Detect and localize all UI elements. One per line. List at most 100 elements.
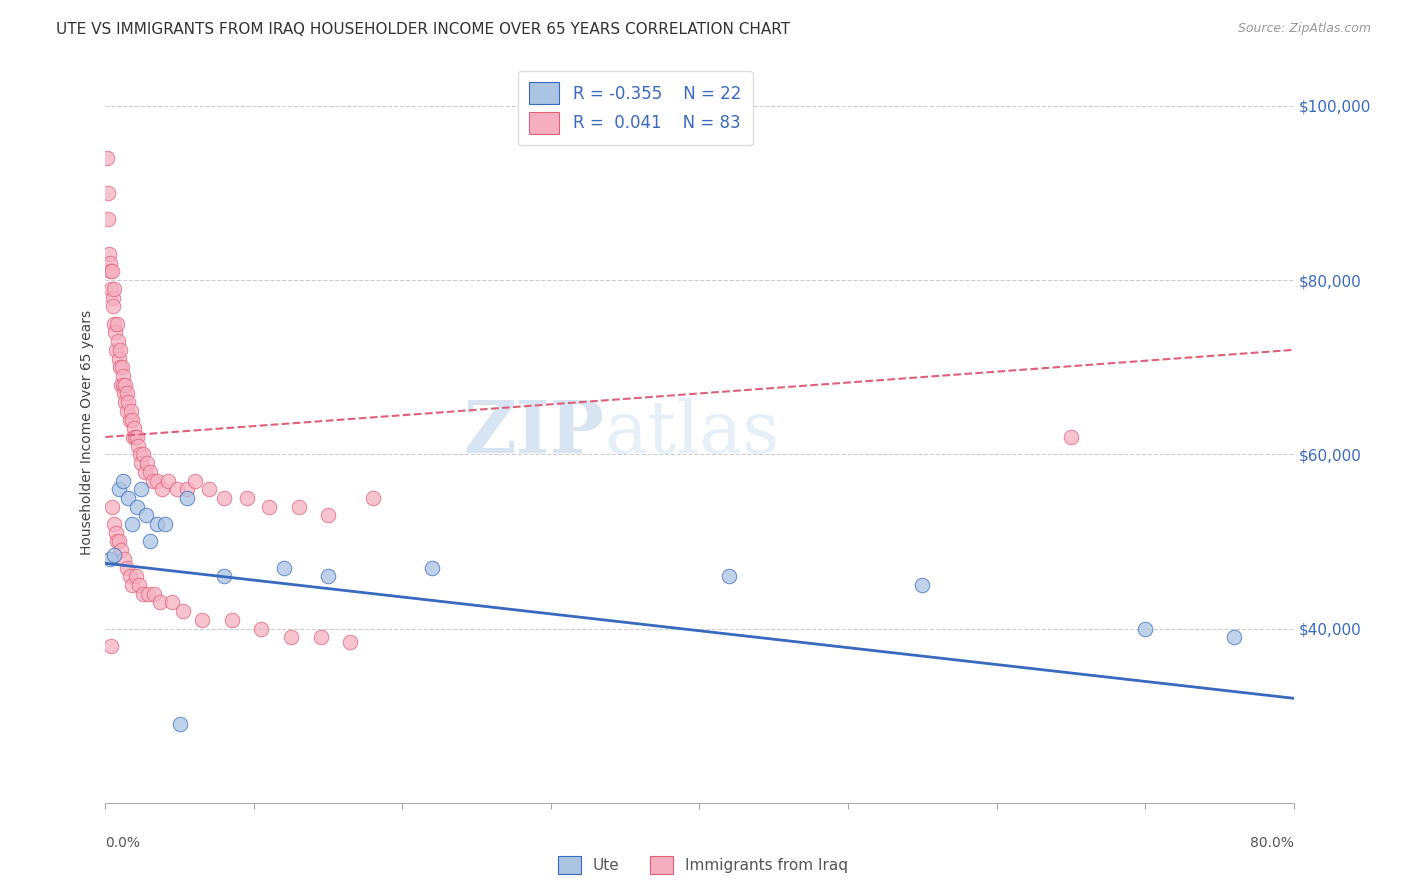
Point — [339, 634, 361, 648]
Point — [121, 578, 143, 592]
Point — [125, 569, 148, 583]
Point — [112, 474, 135, 488]
Point — [257, 500, 280, 514]
Point — [146, 474, 169, 488]
Point — [911, 578, 934, 592]
Point — [120, 404, 142, 418]
Point — [97, 212, 120, 227]
Point — [110, 360, 132, 375]
Point — [146, 517, 169, 532]
Point — [176, 491, 198, 505]
Point — [1223, 630, 1246, 644]
Point — [132, 447, 155, 461]
Point — [98, 264, 121, 278]
Point — [309, 630, 332, 644]
Point — [107, 351, 129, 366]
Point — [125, 430, 148, 444]
Point — [150, 482, 173, 496]
Point — [122, 421, 145, 435]
Point — [96, 151, 118, 165]
Point — [198, 482, 221, 496]
Point — [191, 613, 214, 627]
Point — [129, 456, 152, 470]
Point — [121, 412, 143, 426]
Point — [250, 622, 273, 636]
Point — [97, 186, 120, 200]
Point — [104, 525, 127, 540]
Point — [108, 482, 131, 496]
Point — [420, 560, 443, 574]
Point — [98, 247, 121, 261]
Point — [1133, 622, 1156, 636]
Point — [103, 282, 125, 296]
Point — [101, 299, 124, 313]
Point — [135, 508, 157, 523]
Point — [214, 569, 236, 583]
Point — [136, 587, 159, 601]
Point — [101, 291, 124, 305]
Point — [100, 282, 122, 296]
Point — [136, 456, 159, 470]
Point — [100, 639, 122, 653]
Point — [115, 386, 138, 401]
Point — [107, 334, 129, 348]
Point — [280, 630, 302, 644]
Point — [176, 482, 198, 496]
Point — [117, 395, 139, 409]
Point — [101, 500, 124, 514]
Point — [149, 595, 172, 609]
Point — [111, 360, 134, 375]
Point — [166, 482, 188, 496]
Point — [143, 587, 166, 601]
Point — [221, 613, 243, 627]
Point — [105, 534, 128, 549]
Point — [110, 377, 132, 392]
Y-axis label: Householder Income Over 65 years: Householder Income Over 65 years — [80, 310, 94, 555]
Point — [115, 560, 138, 574]
Text: Source: ZipAtlas.com: Source: ZipAtlas.com — [1237, 22, 1371, 36]
Legend: R = -0.355    N = 22, R =  0.041    N = 83: R = -0.355 N = 22, R = 0.041 N = 83 — [517, 70, 752, 145]
Point — [129, 482, 152, 496]
Text: 0.0%: 0.0% — [105, 836, 141, 850]
Point — [98, 256, 121, 270]
Point — [121, 517, 143, 532]
Point — [169, 717, 191, 731]
Point — [117, 404, 139, 418]
Point — [125, 500, 148, 514]
Point — [110, 543, 132, 558]
Point — [108, 343, 131, 357]
Point — [114, 377, 136, 392]
Legend: Ute, Immigrants from Iraq: Ute, Immigrants from Iraq — [551, 850, 855, 880]
Point — [718, 569, 741, 583]
Point — [112, 377, 135, 392]
Point — [98, 552, 121, 566]
Point — [128, 447, 150, 461]
Point — [139, 465, 162, 479]
Point — [142, 474, 165, 488]
Point — [103, 317, 125, 331]
Point — [172, 604, 194, 618]
Point — [214, 491, 236, 505]
Point — [104, 343, 127, 357]
Point — [117, 491, 139, 505]
Point — [124, 430, 146, 444]
Point — [316, 508, 339, 523]
Point — [103, 517, 125, 532]
Point — [134, 465, 156, 479]
Point — [156, 474, 179, 488]
Point — [316, 569, 339, 583]
Point — [183, 474, 205, 488]
Point — [112, 552, 135, 566]
Point — [100, 264, 122, 278]
Point — [361, 491, 384, 505]
Point — [104, 326, 127, 340]
Point — [111, 369, 134, 384]
Point — [139, 534, 162, 549]
Point — [235, 491, 257, 505]
Text: UTE VS IMMIGRANTS FROM IRAQ HOUSEHOLDER INCOME OVER 65 YEARS CORRELATION CHART: UTE VS IMMIGRANTS FROM IRAQ HOUSEHOLDER … — [56, 22, 790, 37]
Point — [118, 412, 141, 426]
Point — [118, 569, 141, 583]
Point — [112, 386, 135, 401]
Point — [122, 430, 145, 444]
Text: 80.0%: 80.0% — [1250, 836, 1294, 850]
